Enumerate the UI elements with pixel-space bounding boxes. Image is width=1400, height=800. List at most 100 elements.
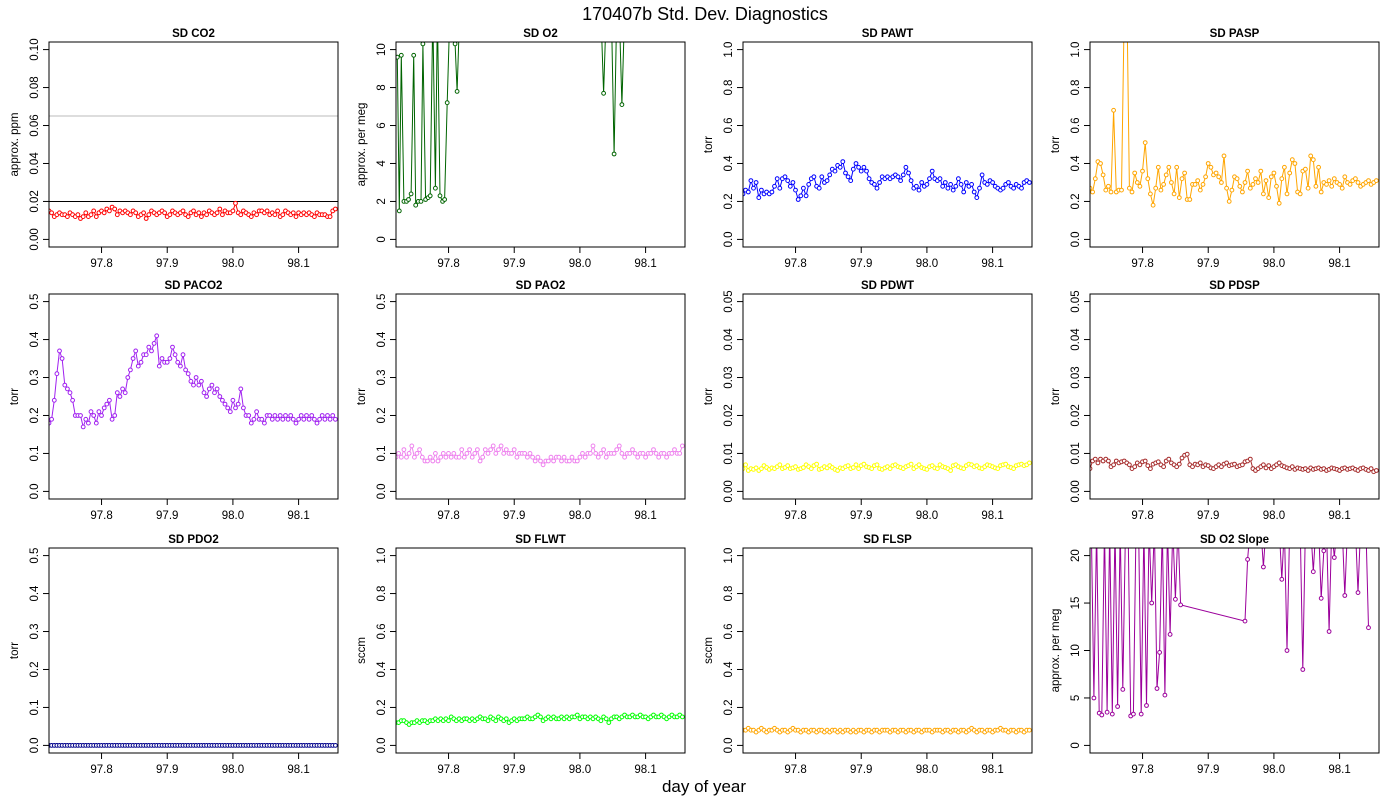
data-point [1261,462,1266,468]
y-tick-label: 0.10 [29,38,41,60]
data-point [538,458,543,464]
data-point [206,386,212,392]
x-tick-label: 97.8 [437,510,459,522]
data-point [125,375,131,380]
plot-frame [395,41,686,248]
data-point [146,212,152,218]
data-point [1153,185,1159,191]
data-point [1326,178,1332,184]
data-point [656,454,662,460]
data-point [1137,462,1143,468]
data-point [1309,525,1313,529]
x-tick-label: 98.1 [634,258,656,270]
data-point [601,447,606,453]
y-tick-label: 0.8 [1070,80,1082,96]
data-point [751,185,756,191]
data-point [1277,525,1281,529]
data-point [254,212,260,218]
y-tick-label: 0 [376,236,388,242]
data-point [1263,178,1269,184]
data-point [217,206,223,212]
data-point [1272,525,1276,529]
data-point [927,176,932,182]
data-point [1229,187,1235,193]
data-point [1161,464,1166,470]
data-point [1006,180,1011,185]
data-point [83,416,89,422]
x-tick-label: 98.0 [222,764,244,776]
data-point [1155,459,1161,465]
data-point [396,451,402,456]
data-point [1355,180,1361,185]
y-tick-label: 0.4 [29,585,41,602]
y-tick-label: 0.1 [29,445,41,461]
data-point [824,178,830,184]
y-tick-label: 0.02 [723,404,735,426]
data-point [935,466,940,472]
data-point [448,10,452,14]
data-point [514,454,520,460]
data-point [1325,525,1329,529]
data-point [535,454,541,460]
data-point [950,187,956,193]
data-point [580,451,585,456]
data-point [753,180,759,185]
y-axis-label: approx. per meg [1050,609,1062,693]
data-point [1148,466,1153,472]
data-point [1213,170,1219,176]
data-point [183,367,189,373]
data-point [790,180,796,185]
data-point [104,401,110,407]
data-point [611,451,617,456]
data-point [317,416,323,422]
panel-sd-flwt: SD FLWT sccm 0.0 0.2 0.4 0.6 0.8 1.0 97.8 97.9 98.… [356,534,686,776]
data-point [91,413,97,418]
data-point [627,451,633,456]
y-tick-label: 0.2 [1070,193,1082,209]
y-tick-label: 2 [376,198,388,204]
data-point [1027,727,1032,733]
data-point [267,413,273,418]
data-point [1321,548,1327,554]
data-point [845,174,851,180]
data-point [175,359,181,365]
data-point [280,212,286,218]
data-point [233,200,238,206]
data-point [477,458,483,464]
figure-xlabel: day of year [662,777,746,796]
data-point [937,176,943,182]
x-tick-label: 97.9 [1197,510,1219,522]
data-point [1329,183,1335,189]
data-point [872,182,877,187]
data-point [1011,466,1016,472]
plot-area [1090,451,1379,475]
data-point [640,451,646,456]
y-tick-label: 0.6 [723,118,735,134]
data-point [1219,180,1224,185]
data-point [217,394,223,399]
data-point [412,454,417,460]
data-point [143,352,149,358]
data-point [874,185,880,191]
data-point [1338,525,1342,529]
data-point [1106,458,1111,464]
data-point [1178,602,1183,608]
x-tick-label: 98.0 [569,258,591,270]
data-point [1147,525,1151,529]
plot-frame [1089,547,1380,754]
panel-sd-pao2: SD PAO2 torr 0.0 0.1 0.2 0.3 0.4 0.5 97.8 97.9 98.… [356,280,686,522]
data-point [816,185,822,191]
data-point [1317,525,1321,529]
plot-area [1090,42,1379,208]
plot-frame [395,293,686,500]
data-point [1109,711,1115,717]
data-point [603,454,609,460]
figure-title: 170407b Std. Dev. Diagnostics [582,4,828,24]
data-point [593,451,599,456]
data-point [538,714,543,720]
data-point [611,151,617,157]
x-tick-label: 98.0 [222,510,244,522]
data-point [325,413,330,418]
data-point [1182,170,1187,176]
data-point [837,164,843,170]
